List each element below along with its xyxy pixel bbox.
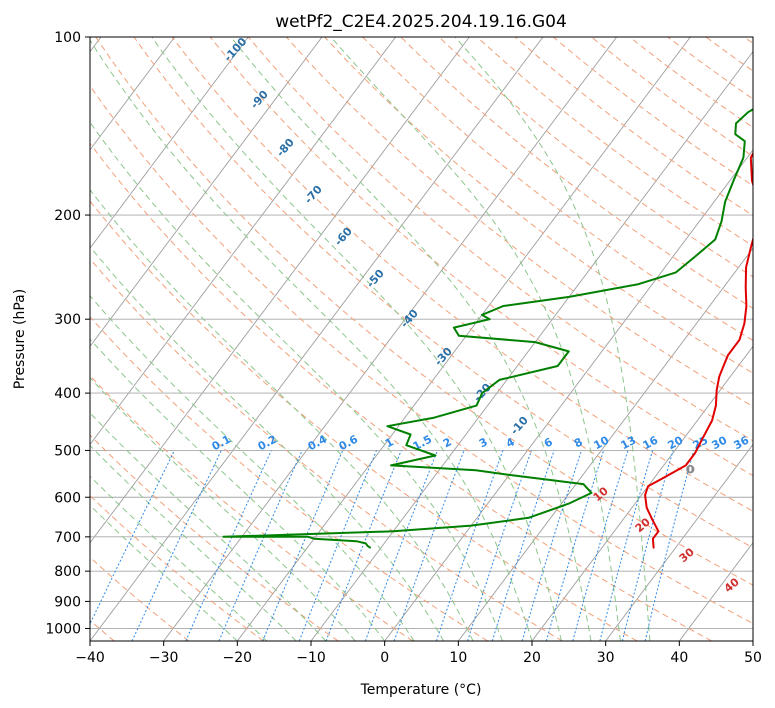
y-tick-label: 1000 — [45, 621, 81, 637]
isotherm-line — [310, 50, 753, 641]
moist-adiabat-line — [90, 504, 238, 641]
mixing-ratio-line — [218, 450, 303, 641]
isotherm-line — [90, 37, 470, 544]
mixing-ratio-label: 20 — [666, 433, 686, 452]
x-tick-label: −10 — [296, 650, 326, 666]
mixing-ratio-label: 30 — [710, 433, 730, 452]
mixing-ratio-line — [131, 450, 222, 641]
mixing-ratio-line — [572, 450, 629, 641]
chart-title: wetPf2_C2E4.2025.204.19.16.G04 — [275, 12, 567, 32]
moist-adiabat-line — [90, 39, 533, 641]
mixing-ratio-label: 10 — [592, 433, 612, 452]
moist-adiabat-line — [90, 188, 474, 641]
mixing-ratio-line — [467, 450, 532, 641]
moist-adiabat-line — [90, 444, 297, 641]
x-tick-label: 20 — [523, 650, 541, 666]
dry-adiabat-line — [400, 37, 753, 309]
dry-adiabat-line — [90, 85, 753, 625]
y-tick-label: 700 — [54, 530, 81, 546]
isotherm-line — [90, 37, 397, 446]
y-axis-label: Pressure (hPa) — [12, 289, 28, 389]
x-tick-label: −20 — [223, 650, 253, 666]
dewpoint-profile-line — [222, 108, 753, 549]
mixing-ratio-line — [364, 450, 438, 641]
x-tick-label: 40 — [670, 650, 688, 666]
moist-adiabat-line — [151, 37, 562, 641]
dry-adiabat-line — [90, 374, 414, 641]
dry-adiabat-line — [95, 37, 753, 586]
x-tick-label: 0 — [380, 650, 389, 666]
dry-adiabat-line — [133, 37, 753, 549]
y-tick-label: 600 — [54, 490, 81, 506]
y-tick-label: 800 — [54, 564, 81, 580]
isotherm-line — [236, 37, 691, 641]
y-tick-label: 500 — [54, 443, 81, 459]
moist-adiabat-line — [90, 121, 503, 641]
y-tick-label: 300 — [54, 312, 81, 328]
mixing-ratio-line — [393, 450, 465, 641]
isotherm-line — [531, 345, 753, 641]
mixing-ratio-line — [435, 450, 504, 641]
mixing-ratio-label: 13 — [619, 434, 639, 453]
mixing-ratio-line — [185, 450, 272, 641]
y-tick-label: 200 — [54, 208, 81, 224]
dry-adiabat-line — [90, 142, 712, 641]
mixing-ratio-line — [90, 450, 175, 626]
isotherm-line — [384, 149, 753, 641]
dry-adiabat-line — [247, 37, 753, 442]
parcel-point-marker — [686, 464, 695, 474]
isotherm-line — [90, 37, 249, 249]
y-tick-label: 400 — [54, 386, 81, 402]
moist-adiabat-line — [330, 37, 621, 641]
mixing-ratio-line — [491, 450, 555, 641]
isotherm-line — [90, 37, 323, 348]
y-tick-label: 100 — [54, 30, 81, 46]
parcel-point-label: 0 — [686, 463, 694, 476]
plot-background — [90, 37, 753, 641]
mixing-ratio-label: 16 — [641, 433, 661, 452]
x-tick-label: 10 — [449, 650, 467, 666]
x-tick-label: −30 — [149, 650, 179, 666]
dry-adiabat-line — [90, 258, 563, 641]
dry-adiabat-line — [209, 37, 753, 477]
x-tick-label: 30 — [597, 650, 615, 666]
moist-adiabat-line — [454, 37, 651, 641]
isotherm-line — [163, 37, 618, 641]
moist-adiabat-line — [90, 475, 268, 641]
plot-frame — [89, 36, 754, 642]
x-tick-label: 50 — [744, 650, 762, 666]
tan-reference-curve — [0, 37, 2, 641]
mixing-ratio-line — [298, 450, 377, 641]
isotherm-line — [457, 247, 753, 641]
y-tick-label: 900 — [54, 594, 81, 610]
mixing-ratio-label: 36 — [732, 433, 752, 452]
dry-adiabat-line — [90, 200, 638, 641]
mixing-ratio-line — [262, 450, 344, 641]
moist-adiabat-line — [90, 412, 327, 641]
x-axis-label: Temperature (°C) — [360, 682, 482, 698]
isotherm-line — [752, 640, 753, 641]
isotherm-line — [605, 443, 753, 641]
dry-adiabat-line — [362, 37, 753, 342]
temperature-profile-line — [644, 151, 753, 549]
mixing-ratio-line — [325, 450, 402, 641]
dry-adiabat-line — [171, 37, 753, 512]
mixing-ratio-line — [644, 450, 695, 641]
moist-adiabat-line — [90, 338, 386, 641]
isotherm-line — [90, 37, 176, 151]
isotherm-line — [90, 37, 544, 641]
mixing-ratio-line — [521, 450, 582, 641]
mixing-ratio-line — [599, 450, 654, 641]
x-tick-label: −40 — [75, 650, 105, 666]
moist-adiabat-line — [230, 37, 592, 641]
mixing-ratio-line — [621, 450, 674, 641]
moist-adiabat-line — [90, 295, 415, 641]
